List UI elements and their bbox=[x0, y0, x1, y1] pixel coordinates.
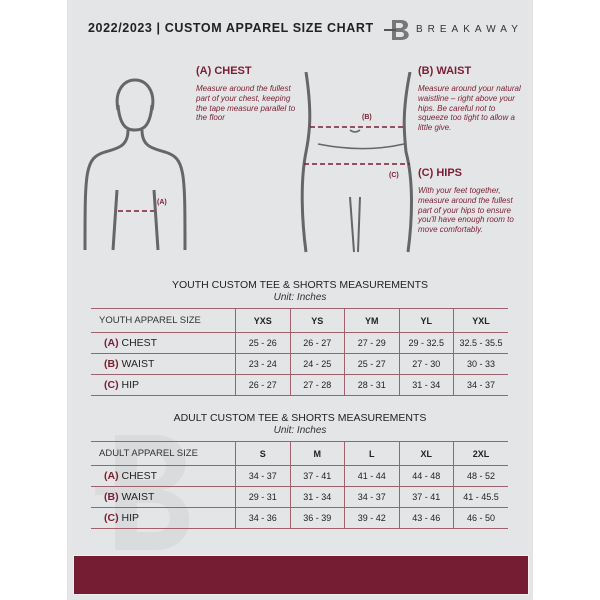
table-row: (C) HIP 26 - 27 27 - 28 28 - 31 31 - 34 … bbox=[91, 374, 508, 396]
adult-table-title: ADULT CUSTOM TEE & SHORTS MEASUREMENTS bbox=[173, 412, 427, 424]
table-header-row: YOUTH APPAREL SIZE YXS YS YM YL YXL bbox=[91, 308, 508, 333]
table-row: (C) HIP 34 - 36 36 - 39 39 - 42 43 - 46 … bbox=[91, 507, 508, 529]
cell: 41 - 45.5 bbox=[453, 486, 508, 508]
header-cell: 2XL bbox=[453, 441, 508, 466]
lower-body-figure bbox=[300, 72, 413, 253]
cell: 29 - 31 bbox=[235, 486, 290, 508]
cell: 37 - 41 bbox=[398, 486, 454, 508]
header-cell: S bbox=[235, 441, 290, 466]
table-row: (B) WAIST 29 - 31 31 - 34 34 - 37 37 - 4… bbox=[91, 486, 508, 508]
cell: 34 - 36 bbox=[235, 507, 290, 529]
table-header-row: ADULT APPAREL SIZE S M L XL 2XL bbox=[91, 441, 508, 466]
cell: 26 - 27 bbox=[235, 374, 290, 396]
cell: 41 - 44 bbox=[344, 465, 399, 487]
row-label: (A) CHEST bbox=[91, 332, 236, 354]
chest-heading: (A) CHEST bbox=[196, 65, 252, 77]
hips-marker: (C) bbox=[389, 172, 399, 179]
page-title: 2022/2023 | CUSTOM APPAREL SIZE CHART bbox=[88, 21, 374, 35]
cell: 44 - 48 bbox=[398, 465, 454, 487]
hips-heading: (C) HIPS bbox=[418, 167, 462, 179]
header-cell: YS bbox=[289, 308, 345, 333]
chest-marker: (A) bbox=[157, 199, 167, 206]
youth-table-unit: Unit: Inches bbox=[273, 292, 327, 303]
cell: 30 - 33 bbox=[453, 353, 508, 375]
cell: 23 - 24 bbox=[235, 353, 290, 375]
cell: 27 - 29 bbox=[344, 332, 399, 354]
header-cell: YL bbox=[398, 308, 454, 333]
table-row: (B) WAIST 23 - 24 24 - 25 25 - 27 27 - 3… bbox=[91, 353, 508, 375]
hips-description: With your feet together, measure around … bbox=[418, 186, 514, 235]
waist-marker: (B) bbox=[362, 114, 372, 121]
row-label: (C) HIP bbox=[91, 507, 236, 529]
table-row: (A) CHEST 34 - 37 37 - 41 41 - 44 44 - 4… bbox=[91, 465, 508, 487]
header-cell: YM bbox=[344, 308, 399, 333]
upper-body-figure bbox=[83, 78, 187, 251]
cell: 32.5 - 35.5 bbox=[453, 332, 508, 354]
chest-description: Measure around the fullest part of your … bbox=[196, 84, 296, 123]
cell: 27 - 28 bbox=[289, 374, 345, 396]
header-cell: XL bbox=[398, 441, 454, 466]
cell: 24 - 25 bbox=[289, 353, 345, 375]
header-cell: M bbox=[289, 441, 345, 466]
row-label: (B) WAIST bbox=[91, 353, 236, 375]
footer-bar bbox=[73, 555, 529, 595]
cell: 25 - 27 bbox=[344, 353, 399, 375]
cell: 29 - 32.5 bbox=[398, 332, 454, 354]
header-cell: YOUTH APPAREL SIZE bbox=[91, 308, 236, 333]
adult-table-unit: Unit: Inches bbox=[273, 425, 327, 436]
waist-description: Measure around your natural waistline – … bbox=[418, 84, 521, 133]
youth-table-title: YOUTH CUSTOM TEE & SHORTS MEASUREMENTS bbox=[171, 279, 429, 291]
cell: 27 - 30 bbox=[398, 353, 454, 375]
adult-size-table: ADULT APPAREL SIZE S M L XL 2XL (A) CHES… bbox=[91, 441, 508, 529]
cell: 26 - 27 bbox=[289, 332, 345, 354]
cell: 36 - 39 bbox=[289, 507, 345, 529]
cell: 28 - 31 bbox=[344, 374, 399, 396]
cell: 43 - 46 bbox=[398, 507, 454, 529]
waist-heading: (B) WAIST bbox=[418, 65, 472, 77]
cell: 34 - 37 bbox=[235, 465, 290, 487]
table-row: (A) CHEST 25 - 26 26 - 27 27 - 29 29 - 3… bbox=[91, 332, 508, 354]
header-cell: YXL bbox=[453, 308, 508, 333]
cell: 39 - 42 bbox=[344, 507, 399, 529]
cell: 25 - 26 bbox=[235, 332, 290, 354]
cell: 34 - 37 bbox=[344, 486, 399, 508]
header-cell: ADULT APPAREL SIZE bbox=[91, 441, 236, 466]
cell: 31 - 34 bbox=[398, 374, 454, 396]
row-label: (C) HIP bbox=[91, 374, 236, 396]
brand-name: BREAKAWAY bbox=[416, 24, 523, 35]
header-cell: L bbox=[344, 441, 399, 466]
header-cell: YXS bbox=[235, 308, 290, 333]
cell: 48 - 52 bbox=[453, 465, 508, 487]
cell: 37 - 41 bbox=[289, 465, 345, 487]
cell: 31 - 34 bbox=[289, 486, 345, 508]
row-label: (A) CHEST bbox=[91, 465, 236, 487]
row-label: (B) WAIST bbox=[91, 486, 236, 508]
youth-size-table: YOUTH APPAREL SIZE YXS YS YM YL YXL (A) … bbox=[91, 308, 508, 396]
breakaway-logo-icon bbox=[384, 20, 409, 40]
cell: 46 - 50 bbox=[453, 507, 508, 529]
cell: 34 - 37 bbox=[453, 374, 508, 396]
